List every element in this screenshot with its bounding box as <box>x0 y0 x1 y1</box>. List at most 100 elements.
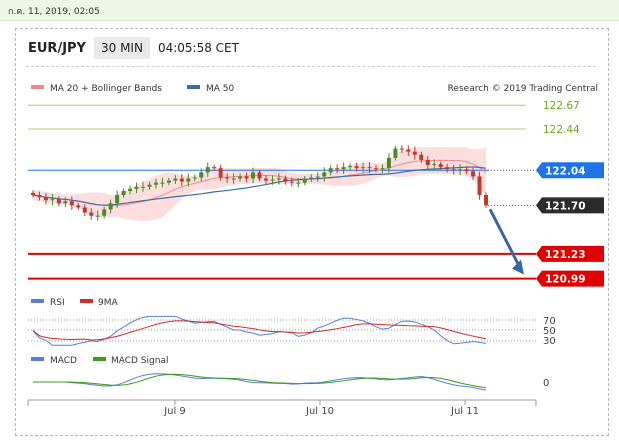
candle-body <box>231 178 236 180</box>
candle-body <box>263 178 268 181</box>
candle-body <box>296 182 301 184</box>
candle-body <box>477 176 482 196</box>
candle-body <box>309 177 314 179</box>
candle-body <box>393 148 398 158</box>
rsi-tick-30: 30 <box>543 336 556 347</box>
candle-body <box>121 190 126 196</box>
support-tag <box>536 245 604 262</box>
candle-body <box>225 177 230 179</box>
candle-body <box>451 169 456 171</box>
candle-body <box>134 186 139 189</box>
x-tick-jul10: Jul 10 <box>305 406 334 417</box>
projection-arrow <box>488 208 524 275</box>
candle-body <box>82 207 87 213</box>
timeframe-badge[interactable]: 30 MIN <box>93 37 150 59</box>
macd-signal-line <box>33 373 487 389</box>
candle-body <box>283 178 288 182</box>
currency-pair: EUR/JPY <box>28 40 86 56</box>
candle-body <box>419 154 424 160</box>
rsi-tick-50: 50 <box>543 326 556 337</box>
macd-tick-0: 0 <box>543 378 549 389</box>
candle-body <box>361 167 366 169</box>
ma50-swatch <box>187 85 200 89</box>
candle-body <box>43 197 48 201</box>
macd-legend: MACD <box>50 356 77 366</box>
candle-body <box>471 171 476 177</box>
rsi-9ma-line <box>32 320 487 341</box>
candle-body <box>341 167 346 170</box>
candle-body <box>192 177 197 179</box>
price-levels <box>28 104 536 280</box>
bollinger-band <box>33 146 486 221</box>
ma50-legend: MA 50 <box>206 84 235 94</box>
candle-body <box>147 184 152 187</box>
timestamp: ก.ค. 11, 2019, 02:05 <box>8 7 100 17</box>
projection-arrow-head <box>512 259 524 275</box>
ma20-swatch <box>31 85 44 89</box>
candle-body <box>153 182 158 185</box>
bollinger-band-area <box>33 146 486 221</box>
rsi-line <box>32 315 487 346</box>
resistance-label: 122.44 <box>543 124 580 136</box>
research-credit: Research © 2019 Trading Central <box>448 84 598 94</box>
macd-signal-swatch <box>93 357 106 361</box>
x-axis: Jul 9 Jul 10 Jul 11 <box>27 399 537 417</box>
candle-body <box>386 157 391 169</box>
candle-body <box>56 199 61 204</box>
x-tick-jul11: Jul 11 <box>450 406 479 417</box>
candle-body <box>95 215 100 217</box>
rsi-9ma-legend: 9MA <box>98 298 118 308</box>
candle-body <box>115 195 120 204</box>
rsi-tick-70: 70 <box>543 316 556 327</box>
candle-body <box>31 192 35 196</box>
candle-body <box>173 178 178 181</box>
ma50-line <box>32 166 487 206</box>
support-tag <box>536 270 604 287</box>
candle-body <box>128 188 133 191</box>
candle-body <box>412 151 417 155</box>
candle-body <box>432 164 437 166</box>
candle-body <box>166 180 171 183</box>
x-tick-jul9: Jul 9 <box>163 406 186 417</box>
candle-body <box>315 176 320 178</box>
candles <box>31 145 488 221</box>
header-separator <box>26 66 596 68</box>
candle-body <box>199 172 204 178</box>
candle-body <box>380 168 385 170</box>
candle-body <box>276 178 281 180</box>
candle-body <box>63 201 68 204</box>
rsi-9ma-swatch <box>80 299 93 303</box>
candle-body <box>270 179 275 181</box>
candle-body <box>179 178 184 182</box>
last-price-tag <box>536 197 604 214</box>
macd-panel: MACD MACD Signal 0 <box>31 356 549 391</box>
candle-body <box>218 168 223 178</box>
candle-body <box>89 212 94 216</box>
ma20-legend: MA 20 + Bollinger Bands <box>50 84 162 94</box>
candle-body <box>141 186 146 188</box>
candle-body <box>484 195 488 206</box>
candle-body <box>257 172 262 179</box>
candle-body <box>322 172 327 177</box>
candle-body <box>302 178 307 183</box>
pivot-tag-label: 122.04 <box>545 165 586 177</box>
candle-body <box>348 166 353 168</box>
rsi-legend: RSI <box>50 298 65 308</box>
candle-body <box>445 167 450 170</box>
candle-body <box>205 167 210 173</box>
candle-body <box>458 169 463 171</box>
candle-body <box>212 167 217 169</box>
timestamp-bar: ก.ค. 11, 2019, 02:05 <box>0 0 619 21</box>
chart-header: EUR/JPY 30 MIN 04:05:58 CET <box>28 36 239 60</box>
macd-line <box>33 373 487 391</box>
candle-body <box>37 195 42 198</box>
candle-body <box>438 164 443 168</box>
candle-body <box>238 176 243 179</box>
candle-body <box>464 169 469 172</box>
candle-body <box>102 209 107 216</box>
macd-swatch <box>31 357 44 361</box>
resistance-label: 122.67 <box>543 100 580 112</box>
rsi-panel: RSI 9MA 70 50 30 <box>28 298 556 347</box>
candle-body <box>367 167 372 169</box>
projection-arrow-shaft <box>488 208 522 269</box>
